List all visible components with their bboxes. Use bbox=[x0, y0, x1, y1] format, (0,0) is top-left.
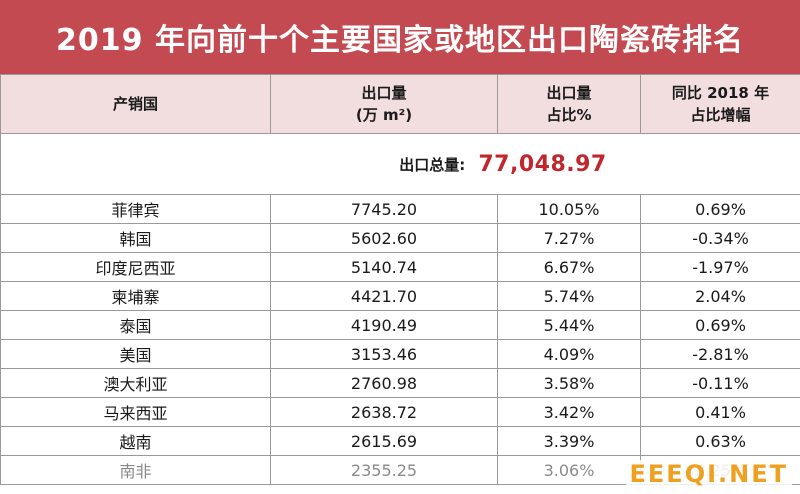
cell-volume: 4190.49 bbox=[270, 310, 498, 340]
cell-share: 5.44% bbox=[497, 310, 641, 340]
total-row: 出口总量: 77,048.97 bbox=[0, 133, 800, 195]
cell-volume: 7745.20 bbox=[270, 194, 498, 224]
cell-country: 澳大利亚 bbox=[0, 368, 271, 398]
cell-volume: 4421.70 bbox=[270, 281, 498, 311]
header-change-line1: 同比 2018 年 bbox=[671, 84, 770, 102]
cell-share: 6.67% bbox=[497, 252, 641, 282]
cell-country: 越南 bbox=[0, 426, 271, 456]
cell-change: 0.69% bbox=[640, 194, 800, 224]
table-row: 韩国 5602.60 7.27% -0.34% bbox=[0, 223, 800, 253]
cell-volume: 3153.46 bbox=[270, 339, 498, 369]
table-row: 马来西亚 2638.72 3.42% 0.41% bbox=[0, 397, 800, 427]
table-row: 美国 3153.46 4.09% -2.81% bbox=[0, 339, 800, 369]
table-row: 澳大利亚 2760.98 3.58% -0.11% bbox=[0, 368, 800, 398]
cell-volume: 2615.69 bbox=[270, 426, 498, 456]
table-row: 越南 2615.69 3.39% 0.63% bbox=[0, 426, 800, 456]
page-title: 2019 年向前十个主要国家或地区出口陶瓷砖排名 bbox=[0, 0, 800, 74]
cell-change: -0.11% bbox=[640, 368, 800, 398]
header-change-line2: 占比增幅 bbox=[690, 106, 751, 124]
cell-volume: 2760.98 bbox=[270, 368, 498, 398]
cell-change: -0.34% bbox=[640, 223, 800, 253]
cell-volume: 5602.60 bbox=[270, 223, 498, 253]
cell-volume: 2355.25 bbox=[270, 455, 498, 485]
cell-country: 柬埔寨 bbox=[0, 281, 271, 311]
header-share-line2: 占比% bbox=[546, 106, 592, 124]
header-change: 同比 2018 年 占比增幅 bbox=[640, 74, 800, 134]
cell-share: 3.39% bbox=[497, 426, 641, 456]
cell-share: 7.27% bbox=[497, 223, 641, 253]
cell-share: 5.74% bbox=[497, 281, 641, 311]
cell-volume: 2638.72 bbox=[270, 397, 498, 427]
header-share-line1: 出口量 bbox=[546, 84, 592, 102]
header-country: 产销国 bbox=[0, 74, 271, 134]
cell-country: 马来西亚 bbox=[0, 397, 271, 427]
table-row: 柬埔寨 4421.70 5.74% 2.04% bbox=[0, 281, 800, 311]
cell-country: 印度尼西亚 bbox=[0, 252, 271, 282]
cell-share: 4.09% bbox=[497, 339, 641, 369]
header-volume: 出口量 (万 m²) bbox=[270, 74, 498, 134]
cell-share: 3.58% bbox=[497, 368, 641, 398]
cell-share: 3.42% bbox=[497, 397, 641, 427]
cell-country: 南非 bbox=[0, 455, 271, 485]
cell-change: 0.41% bbox=[640, 397, 800, 427]
cell-volume: 5140.74 bbox=[270, 252, 498, 282]
cell-change: 0.69% bbox=[640, 310, 800, 340]
table-row: 菲律宾 7745.20 10.05% 0.69% bbox=[0, 194, 800, 224]
header-share: 出口量 占比% bbox=[497, 74, 641, 134]
cell-share: 10.05% bbox=[497, 194, 641, 224]
cell-country: 菲律宾 bbox=[0, 194, 271, 224]
table-header-row: 产销国 出口量 (万 m²) 出口量 占比% 同比 2018 年 占比增幅 bbox=[0, 74, 800, 134]
cell-change: -1.97% bbox=[640, 252, 800, 282]
cell-change: -2.81% bbox=[640, 339, 800, 369]
header-volume-line2: (万 m²) bbox=[355, 106, 413, 124]
header-volume-line1: 出口量 bbox=[361, 84, 407, 102]
cell-change: 2.04% bbox=[640, 281, 800, 311]
total-label: 出口总量: bbox=[399, 155, 466, 174]
table-row: 泰国 4190.49 5.44% 0.69% bbox=[0, 310, 800, 340]
data-rows: 菲律宾 7745.20 10.05% 0.69% 韩国 5602.60 7.27% -0.34… bbox=[0, 194, 800, 485]
export-ranking-table: 产销国 出口量 (万 m²) 出口量 占比% 同比 2018 年 占比增幅 出口… bbox=[0, 74, 800, 485]
table-row: 印度尼西亚 5140.74 6.67% -1.97% bbox=[0, 252, 800, 282]
cell-share: 3.06% bbox=[497, 455, 641, 485]
cell-country: 美国 bbox=[0, 339, 271, 369]
total-cell: 出口总量: 77,048.97 bbox=[0, 133, 800, 195]
cell-country: 韩国 bbox=[0, 223, 271, 253]
cell-country: 泰国 bbox=[0, 310, 271, 340]
cell-change: 0.63% bbox=[640, 426, 800, 456]
watermark-logo: EEEQI.NET bbox=[625, 460, 792, 488]
total-value: 77,048.97 bbox=[478, 151, 607, 177]
